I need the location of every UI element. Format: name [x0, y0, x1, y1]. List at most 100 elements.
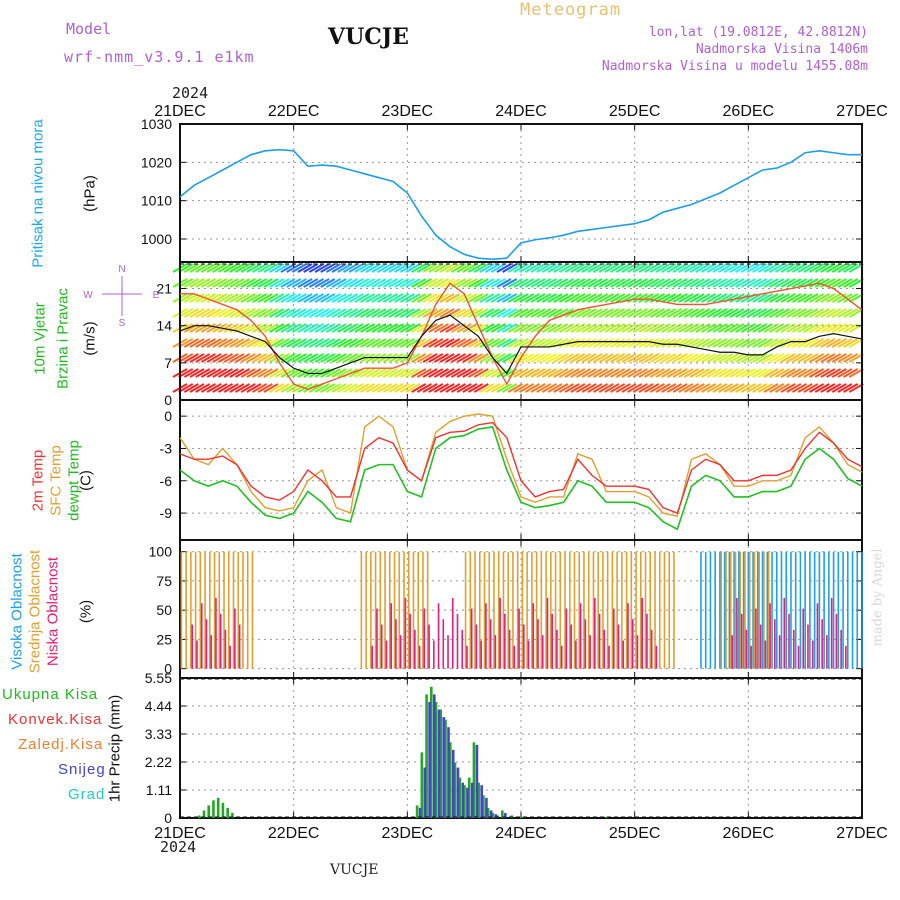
wind-barb — [450, 353, 466, 363]
wind-barb — [780, 383, 796, 393]
wind-barb — [450, 263, 466, 273]
wind-barb — [468, 278, 484, 288]
wind-barb — [632, 263, 648, 273]
precip-bar — [461, 782, 465, 818]
wind-barb — [183, 368, 199, 378]
wind-barb — [740, 338, 756, 348]
wind-barb — [735, 368, 751, 378]
wind-barb — [786, 278, 802, 288]
wind-barb — [200, 278, 216, 288]
year-bottom: 2024 — [160, 838, 197, 856]
wind-barb — [695, 338, 711, 348]
wind-barb — [530, 353, 546, 363]
wind-barb — [496, 278, 512, 288]
wind-barb — [820, 293, 836, 303]
wind-barb — [473, 263, 489, 273]
wind-barb — [200, 338, 216, 348]
x-tick-label-bottom: 23DEC — [382, 825, 434, 842]
wind-barb — [291, 338, 307, 348]
wind-barb — [206, 308, 222, 318]
wind-barb — [536, 368, 552, 378]
wind-barb — [405, 293, 421, 303]
wind-barb — [791, 353, 807, 363]
wind-barb — [490, 263, 506, 273]
wind-barb — [627, 368, 643, 378]
wind-barb — [791, 368, 807, 378]
wind-barb — [388, 263, 404, 273]
wind-barb — [229, 383, 245, 393]
wind-barb — [195, 293, 211, 303]
wind-barb — [752, 383, 768, 393]
legend-ukupna: Ukupna Kisa — [2, 686, 99, 703]
wind-barb — [496, 263, 512, 273]
wind-barb — [757, 308, 773, 318]
wind-barb — [388, 323, 404, 333]
wind-barb — [365, 308, 381, 318]
wind-barb — [661, 383, 677, 393]
wind-barb — [536, 263, 552, 273]
wind-barb — [195, 278, 211, 288]
wind-barb — [553, 368, 569, 378]
wind-barb — [604, 293, 620, 303]
wind-barb — [439, 368, 455, 378]
wind-barb — [820, 263, 836, 273]
wind-barb — [706, 278, 722, 288]
wind-barb — [564, 278, 580, 288]
wind-barb — [684, 263, 699, 273]
wind-barb — [610, 293, 626, 303]
precip-bar — [451, 749, 455, 818]
wind-barb — [394, 383, 410, 393]
wind-barb — [581, 383, 597, 393]
wind-barb — [354, 338, 370, 348]
wind-barb — [820, 278, 836, 288]
wind-barb — [740, 278, 756, 288]
wind-barb — [814, 383, 830, 393]
wind-barb — [462, 263, 478, 273]
wind-barb — [252, 263, 268, 273]
wind-barb — [325, 368, 341, 378]
wind-barb — [450, 338, 466, 348]
wind-barb — [200, 368, 216, 378]
wind-barb — [695, 368, 711, 378]
wind-barb — [587, 383, 603, 393]
wind-barb — [848, 263, 864, 273]
wind-barb — [456, 353, 472, 363]
y-tick-label: -3 — [160, 440, 173, 456]
wind-barb — [655, 368, 671, 378]
wind-barb — [456, 293, 472, 303]
wind-barb — [831, 263, 847, 273]
wind-barb — [564, 293, 580, 303]
wind-barb — [496, 308, 512, 318]
wind-barb — [797, 353, 813, 363]
wind-barb — [746, 323, 762, 333]
wind-barb — [246, 368, 262, 378]
y-tick-label: 50 — [156, 602, 172, 618]
wind-barb — [820, 368, 836, 378]
precip-bar — [433, 694, 436, 818]
wind-barb — [229, 338, 245, 348]
wind-barb — [343, 278, 358, 288]
wind-barb — [746, 278, 762, 288]
wind-barb — [752, 293, 768, 303]
wind-barb — [468, 308, 484, 318]
wind-barb — [303, 278, 319, 288]
wind-barb — [706, 308, 722, 318]
precip-bar — [494, 814, 498, 818]
wind-barb — [638, 323, 654, 333]
wind-barb — [570, 383, 586, 393]
wind-barb — [820, 353, 836, 363]
precip-bar — [489, 810, 493, 818]
wind-barb — [826, 263, 842, 273]
wind-barb — [558, 353, 574, 363]
wind-barb — [695, 383, 711, 393]
wind-barb — [212, 383, 228, 393]
y-tick-label: 3.33 — [145, 726, 172, 742]
wind-barb — [314, 338, 330, 348]
wind-barb — [439, 308, 455, 318]
wind-barb — [257, 383, 273, 393]
wind-barb — [848, 293, 864, 303]
wind-barb — [695, 308, 711, 318]
wind-barb — [604, 368, 620, 378]
wind-barb — [331, 308, 347, 318]
wind-barb — [195, 308, 211, 318]
